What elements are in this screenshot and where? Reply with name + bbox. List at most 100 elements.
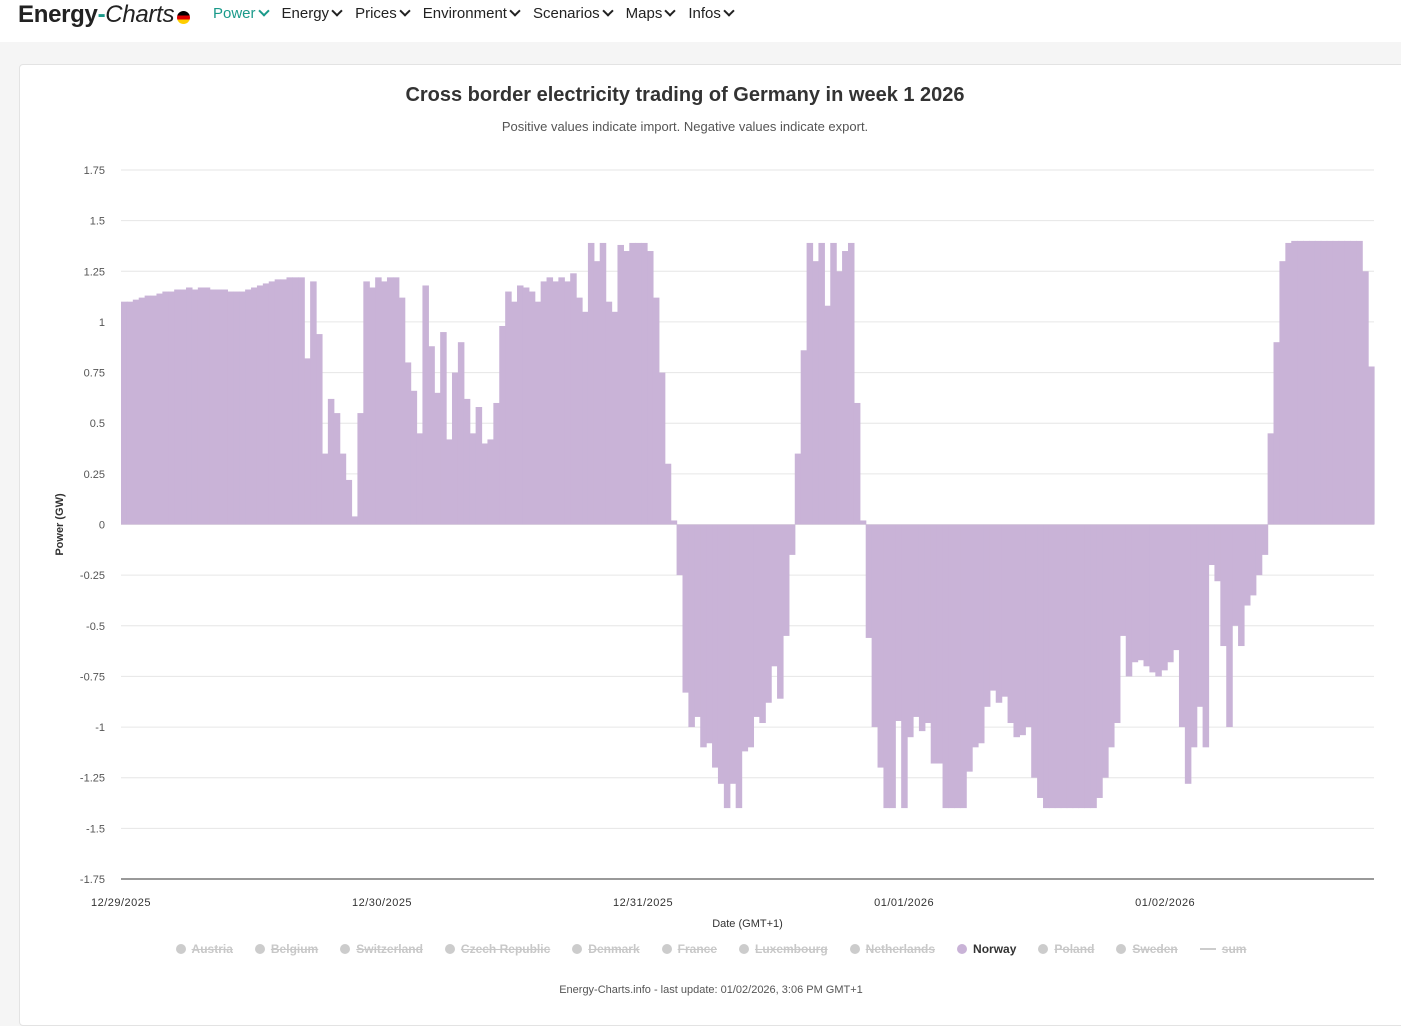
bar-norway[interactable] bbox=[936, 524, 944, 764]
bar-norway[interactable] bbox=[1072, 524, 1080, 809]
bar-norway[interactable] bbox=[765, 524, 772, 703]
bar-norway[interactable] bbox=[593, 261, 601, 525]
bar-norway[interactable] bbox=[611, 311, 619, 525]
bar-norway[interactable] bbox=[1350, 240, 1357, 525]
nav-energy[interactable]: Energy bbox=[282, 5, 343, 22]
bar-norway[interactable] bbox=[723, 524, 731, 809]
bar-norway[interactable] bbox=[256, 285, 264, 525]
bar-norway[interactable] bbox=[558, 277, 565, 525]
bar-norway[interactable] bbox=[942, 524, 950, 809]
bar-norway[interactable] bbox=[818, 242, 825, 525]
bar-norway[interactable] bbox=[203, 287, 211, 525]
bar-norway[interactable] bbox=[670, 520, 678, 525]
bar-norway[interactable] bbox=[812, 261, 820, 525]
bar-norway[interactable] bbox=[777, 524, 784, 699]
bar-norway[interactable] bbox=[960, 524, 967, 809]
bar-norway[interactable] bbox=[564, 281, 571, 525]
bar-norway[interactable] bbox=[1238, 524, 1245, 647]
bar-norway[interactable] bbox=[1273, 342, 1281, 525]
bar-norway[interactable] bbox=[280, 279, 288, 525]
legend-item-netherlands[interactable]: Netherlands bbox=[849, 942, 935, 956]
bar-norway[interactable] bbox=[363, 281, 370, 525]
bar-norway[interactable] bbox=[298, 277, 305, 525]
bar-norway[interactable] bbox=[1155, 524, 1162, 677]
bar-norway[interactable] bbox=[1060, 524, 1068, 809]
bar-norway[interactable] bbox=[469, 433, 477, 525]
bar-norway[interactable] bbox=[1314, 240, 1322, 525]
legend-item-luxembourg[interactable]: Luxembourg bbox=[739, 942, 828, 956]
bar-norway[interactable] bbox=[1125, 524, 1133, 677]
bar-norway[interactable] bbox=[948, 524, 955, 809]
bar-norway[interactable] bbox=[321, 453, 329, 525]
bar-norway[interactable] bbox=[1113, 524, 1121, 724]
brand-logo[interactable]: Energy-Charts bbox=[18, 1, 191, 29]
bar-norway[interactable] bbox=[1025, 524, 1032, 728]
bar-norway[interactable] bbox=[528, 291, 536, 525]
bar-norway[interactable] bbox=[901, 524, 908, 809]
bar-norway[interactable] bbox=[1084, 524, 1091, 809]
bar-norway[interactable] bbox=[842, 251, 849, 525]
bar-norway[interactable] bbox=[576, 297, 583, 525]
bar-norway[interactable] bbox=[1161, 524, 1168, 671]
bar-norway[interactable] bbox=[1007, 524, 1015, 724]
bar-norway[interactable] bbox=[534, 301, 542, 525]
bar-norway[interactable] bbox=[268, 281, 276, 525]
legend-item-france[interactable]: France bbox=[661, 942, 717, 956]
bar-norway[interactable] bbox=[339, 453, 347, 525]
bar-norway[interactable] bbox=[1096, 524, 1103, 798]
nav-environment[interactable]: Environment bbox=[423, 5, 521, 22]
bar-norway[interactable] bbox=[1037, 524, 1044, 798]
bar-norway[interactable] bbox=[434, 392, 441, 525]
legend-item-czech-republic[interactable]: Czech Republic bbox=[444, 942, 550, 956]
bar-norway[interactable] bbox=[493, 402, 500, 525]
bar-norway[interactable] bbox=[446, 439, 453, 525]
bar-norway[interactable] bbox=[712, 524, 719, 768]
bar-norway[interactable] bbox=[1013, 524, 1020, 738]
bar-norway[interactable] bbox=[262, 283, 270, 525]
bar-norway[interactable] bbox=[386, 277, 394, 525]
bar-norway[interactable] bbox=[310, 281, 317, 525]
bar-norway[interactable] bbox=[1019, 524, 1026, 736]
legend-item-sweden[interactable]: Sweden bbox=[1116, 942, 1178, 956]
bar-norway[interactable] bbox=[1102, 524, 1109, 778]
bar-norway[interactable] bbox=[918, 524, 926, 732]
bar-norway[interactable] bbox=[883, 524, 890, 809]
bar-norway[interactable] bbox=[676, 524, 684, 576]
legend-item-belgium[interactable]: Belgium bbox=[254, 942, 318, 956]
bar-norway[interactable] bbox=[599, 242, 607, 525]
bar-norway[interactable] bbox=[1190, 524, 1198, 748]
bar-norway[interactable] bbox=[753, 524, 760, 717]
bar-norway[interactable] bbox=[1267, 433, 1275, 525]
bar-norway[interactable] bbox=[587, 242, 595, 525]
bar-norway[interactable] bbox=[824, 305, 831, 525]
bar-norway[interactable] bbox=[245, 289, 252, 525]
bar-norway[interactable] bbox=[227, 291, 234, 525]
bar-norway[interactable] bbox=[233, 291, 240, 525]
bar-norway[interactable] bbox=[983, 524, 991, 707]
bar-norway[interactable] bbox=[1066, 524, 1074, 809]
nav-power[interactable]: Power bbox=[213, 5, 270, 22]
bar-norway[interactable] bbox=[972, 524, 979, 748]
bar-norway[interactable] bbox=[1291, 240, 1298, 525]
bar-norway[interactable] bbox=[735, 524, 743, 809]
bar-norway[interactable] bbox=[475, 407, 483, 525]
bar-norway[interactable] bbox=[688, 524, 695, 728]
nav-infos[interactable]: Infos bbox=[688, 5, 735, 22]
bar-norway[interactable] bbox=[1308, 240, 1316, 525]
bar-norway[interactable] bbox=[853, 402, 861, 525]
bar-norway[interactable] bbox=[741, 524, 749, 752]
bar-norway[interactable] bbox=[954, 524, 961, 809]
bar-norway[interactable] bbox=[924, 524, 932, 724]
bar-norway[interactable] bbox=[327, 398, 335, 525]
bar-norway[interactable] bbox=[499, 325, 506, 525]
bar-norway[interactable] bbox=[877, 524, 885, 768]
bar-norway[interactable] bbox=[1220, 524, 1227, 647]
bar-norway[interactable] bbox=[215, 289, 223, 525]
bar-norway[interactable] bbox=[505, 291, 512, 525]
bar-norway[interactable] bbox=[1368, 366, 1375, 525]
bar-norway[interactable] bbox=[759, 524, 766, 724]
bar-norway[interactable] bbox=[623, 251, 630, 525]
legend-item-austria[interactable]: Austria bbox=[175, 942, 233, 956]
bar-norway[interactable] bbox=[907, 524, 914, 738]
bar-norway[interactable] bbox=[209, 289, 217, 525]
